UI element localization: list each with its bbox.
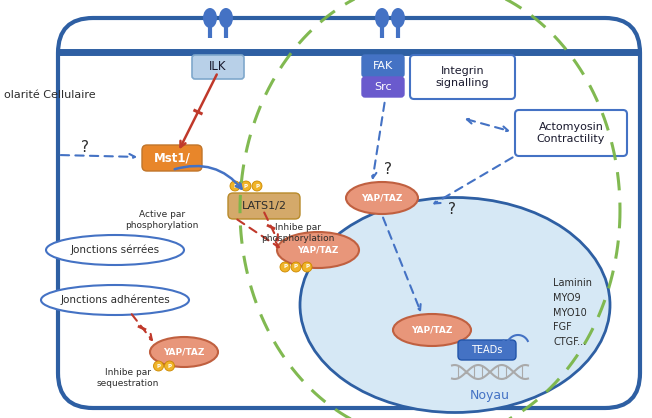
Text: Jonctions sérrées: Jonctions sérrées <box>70 245 160 255</box>
Text: FAK: FAK <box>373 61 393 71</box>
Text: TEADs: TEADs <box>471 345 503 355</box>
Text: Mst1/: Mst1/ <box>154 151 190 165</box>
Text: P: P <box>233 184 237 189</box>
Text: Noyau: Noyau <box>470 388 510 402</box>
Ellipse shape <box>46 235 184 265</box>
Ellipse shape <box>391 8 405 28</box>
FancyBboxPatch shape <box>410 55 515 99</box>
Text: Inhibe par
sequestration: Inhibe par sequestration <box>96 368 159 388</box>
Text: P: P <box>156 364 160 369</box>
Circle shape <box>230 181 240 191</box>
Ellipse shape <box>277 232 359 268</box>
Text: Jonctions adhérentes: Jonctions adhérentes <box>60 295 170 305</box>
FancyBboxPatch shape <box>192 55 244 79</box>
Text: ?: ? <box>448 202 456 217</box>
Circle shape <box>302 262 312 272</box>
Circle shape <box>291 262 301 272</box>
FancyBboxPatch shape <box>458 340 516 360</box>
Text: Active par
phosphorylation: Active par phosphorylation <box>125 210 199 230</box>
Text: ?: ? <box>384 163 392 178</box>
FancyBboxPatch shape <box>362 77 404 97</box>
Text: YAP/TAZ: YAP/TAZ <box>361 194 403 202</box>
Text: Src: Src <box>374 82 392 92</box>
Ellipse shape <box>393 314 471 346</box>
FancyBboxPatch shape <box>362 55 404 77</box>
Circle shape <box>164 361 175 371</box>
Circle shape <box>241 181 251 191</box>
Text: YAP/TAZ: YAP/TAZ <box>411 326 452 334</box>
Ellipse shape <box>219 8 233 28</box>
Text: Laminin
MYO9
MYO10
FGF
CTGF...: Laminin MYO9 MYO10 FGF CTGF... <box>553 278 592 347</box>
Circle shape <box>252 181 262 191</box>
Circle shape <box>153 361 164 371</box>
Ellipse shape <box>346 182 418 214</box>
Text: P: P <box>168 364 171 369</box>
FancyBboxPatch shape <box>228 193 300 219</box>
Text: LATS1/2: LATS1/2 <box>241 201 286 211</box>
Ellipse shape <box>375 8 389 28</box>
FancyBboxPatch shape <box>58 18 640 408</box>
Ellipse shape <box>300 197 610 413</box>
FancyBboxPatch shape <box>515 110 627 156</box>
Text: P: P <box>294 265 298 270</box>
Circle shape <box>280 262 290 272</box>
Text: P: P <box>305 265 309 270</box>
Ellipse shape <box>41 285 189 315</box>
Text: Inhibe par
phosphorylation: Inhibe par phosphorylation <box>261 223 334 243</box>
Text: ILK: ILK <box>209 61 227 74</box>
Text: YAP/TAZ: YAP/TAZ <box>297 245 338 255</box>
Text: YAP/TAZ: YAP/TAZ <box>163 347 205 357</box>
Text: P: P <box>244 184 248 189</box>
Text: ?: ? <box>81 140 89 155</box>
FancyBboxPatch shape <box>142 145 202 171</box>
Text: P: P <box>255 184 259 189</box>
Ellipse shape <box>150 337 218 367</box>
Ellipse shape <box>203 8 217 28</box>
Text: olarité Cellulaire: olarité Cellulaire <box>4 90 96 100</box>
Text: P: P <box>283 265 287 270</box>
Text: Integrin
signalling: Integrin signalling <box>436 66 489 88</box>
Text: Actomyosin
Contractility: Actomyosin Contractility <box>537 122 605 144</box>
